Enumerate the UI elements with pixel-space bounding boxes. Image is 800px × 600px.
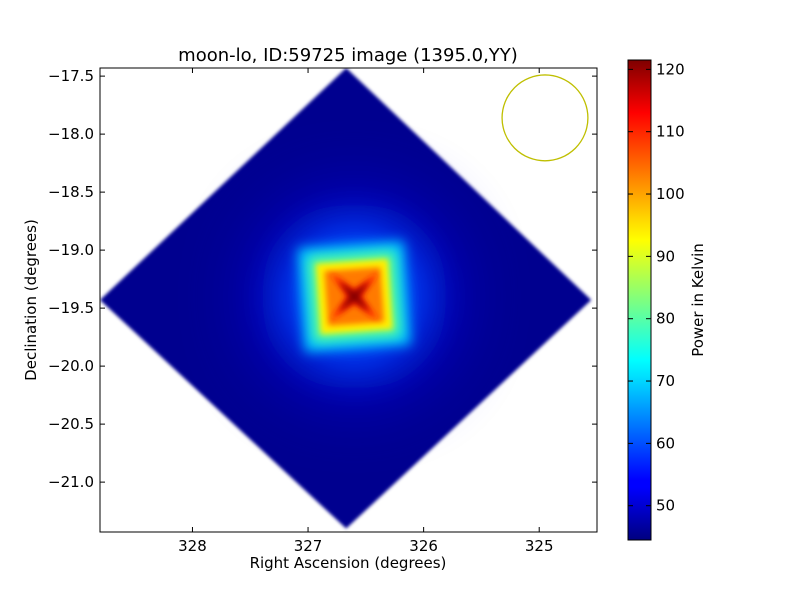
y-tick-label: −18.5 — [48, 183, 94, 201]
colorbar-tick-label: 80 — [656, 310, 675, 328]
source-emission — [259, 201, 450, 392]
x-axis-label: Right Ascension (degrees) — [250, 554, 447, 572]
colorbar-ticks: 50 60 70 80 90 100 110 120 — [628, 60, 685, 515]
y-tick-label: −20.0 — [48, 357, 94, 375]
y-axis: −17.5 −18.0 −18.5 −19.0 −19.5 −20.0 −20.5 −21.0 — [48, 67, 597, 491]
plot-area — [100, 68, 592, 529]
colorbar-label: Power in Kelvin — [689, 243, 707, 357]
x-tick-label: 325 — [525, 537, 554, 555]
chart-title: moon-lo, ID:59725 image (1395.0,YY) — [178, 45, 518, 66]
y-axis-label: Declination (degrees) — [22, 219, 40, 381]
beam-circle — [501, 74, 589, 162]
source-layer-7 — [338, 280, 371, 313]
colorbar-tick-label: 60 — [656, 434, 675, 452]
x-tick-label: 328 — [178, 537, 207, 555]
y-tick-label: −20.5 — [48, 415, 94, 433]
x-axis: 328 327 326 325 — [178, 68, 554, 555]
plot-frame — [99, 67, 598, 533]
x-tick-label: 327 — [294, 537, 323, 555]
colorbar-tick-label: 100 — [656, 185, 685, 203]
colorbar-tick-label: 120 — [656, 60, 685, 78]
colorbar: 50 60 70 80 90 100 110 120 Power in Kelvin — [627, 59, 707, 541]
y-tick-label: −18.0 — [48, 125, 94, 143]
y-tick-label: −17.5 — [48, 67, 94, 85]
colorbar-tick-label: 50 — [656, 497, 675, 515]
x-tick-label: 326 — [409, 537, 438, 555]
colorbar-tick-label: 70 — [656, 372, 675, 390]
y-tick-label: −19.5 — [48, 299, 94, 317]
colorbar-tick-label: 90 — [656, 247, 675, 265]
colorbar-frame — [627, 59, 652, 541]
colorbar-tick-label: 110 — [656, 123, 685, 141]
y-tick-label: −19.0 — [48, 241, 94, 259]
image-layer — [100, 68, 592, 529]
y-tick-label: −21.0 — [48, 473, 94, 491]
colorbar-gradient — [628, 60, 651, 540]
